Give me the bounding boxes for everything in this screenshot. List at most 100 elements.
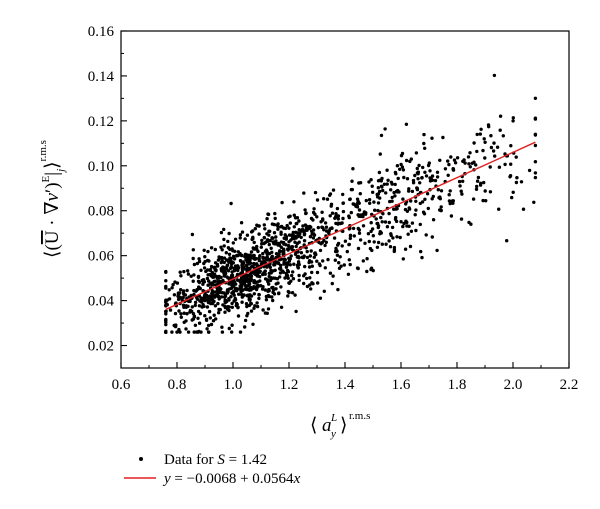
data-point: [221, 278, 225, 283]
data-point: [228, 247, 232, 252]
data-point: [335, 206, 340, 211]
data-point: [288, 263, 292, 267]
data-point: [331, 274, 335, 278]
data-point: [396, 176, 400, 181]
data-point: [294, 244, 298, 249]
data-point: [271, 288, 276, 292]
data-point: [332, 236, 337, 240]
data-point: [190, 232, 195, 237]
data-point: [443, 167, 448, 171]
data-point: [257, 232, 261, 236]
data-point: [223, 310, 227, 314]
data-point: [230, 270, 234, 274]
data-point: [400, 151, 405, 156]
x-axis-label: ⟨ a L y ⟩ r.m.s: [310, 410, 370, 440]
data-point: [467, 162, 471, 166]
data-point: [361, 212, 365, 217]
data-point: [233, 298, 238, 302]
data-point: [426, 206, 430, 211]
data-point: [533, 175, 538, 180]
data-point: [192, 273, 196, 277]
data-point: [276, 281, 280, 285]
data-point: [236, 314, 241, 318]
data-point: [311, 218, 315, 222]
data-point: [275, 242, 279, 246]
data-point: [181, 290, 186, 295]
data-point: [511, 190, 515, 194]
data-point: [252, 280, 256, 284]
x-axis-ticks: 0.6 0.8 1.0 1.2 1.4 1.6 1.8 2.0 2.2: [112, 362, 578, 393]
data-point: [266, 212, 271, 217]
data-point: [211, 290, 215, 294]
data-point: [251, 322, 255, 326]
data-point: [202, 266, 207, 270]
data-point: [308, 235, 313, 239]
data-point: [222, 237, 226, 242]
data-point: [248, 297, 252, 302]
data-point: [192, 262, 197, 267]
data-point: [216, 294, 220, 299]
data-point: [407, 206, 411, 210]
data-point: [272, 292, 277, 296]
data-point: [253, 227, 257, 231]
data-point: [451, 167, 455, 171]
data-point: [321, 217, 325, 221]
data-point: [479, 181, 483, 185]
data-point: [447, 162, 451, 167]
data-point: [425, 192, 430, 196]
data-point: [474, 187, 479, 191]
y-tick-label: 0.12: [88, 114, 114, 130]
data-point: [348, 262, 352, 267]
data-point: [449, 214, 454, 218]
data-point: [482, 180, 486, 185]
data-point: [357, 231, 362, 235]
data-point: [205, 327, 209, 331]
data-point: [272, 222, 276, 227]
data-point: [287, 281, 291, 285]
data-point: [232, 293, 236, 297]
data-point: [179, 315, 183, 319]
data-point: [328, 214, 332, 218]
data-point: [387, 211, 391, 216]
data-point: [282, 242, 286, 246]
data-point: [251, 286, 256, 291]
data-point: [270, 295, 274, 299]
data-point: [248, 260, 252, 264]
data-point: [164, 304, 168, 308]
data-point: [227, 252, 232, 256]
data-point: [428, 169, 432, 173]
data-point: [533, 160, 538, 164]
data-point: [489, 145, 494, 150]
data-point: [308, 283, 312, 287]
data-point: [408, 244, 413, 249]
data-point: [195, 297, 200, 301]
data-point: [358, 192, 362, 196]
data-point: [340, 244, 344, 248]
legend-scatter-marker: [139, 457, 143, 461]
data-point: [342, 263, 346, 267]
x-tick-label: 2.0: [504, 377, 523, 393]
data-point: [230, 305, 234, 309]
data-point: [245, 258, 250, 262]
y-label-E: E: [40, 175, 52, 182]
data-point: [279, 285, 283, 289]
data-point: [315, 198, 320, 202]
data-point: [202, 304, 206, 309]
data-point: [405, 209, 410, 213]
data-point: [414, 228, 418, 233]
data-point: [186, 269, 190, 273]
data-point: [305, 276, 309, 281]
data-point: [296, 260, 301, 264]
data-point: [481, 198, 485, 203]
data-point: [255, 244, 259, 249]
data-point: [382, 182, 387, 186]
data-point: [498, 114, 503, 118]
data-point: [164, 309, 168, 314]
data-point: [377, 170, 382, 175]
data-point: [207, 259, 211, 263]
data-point: [175, 281, 180, 285]
data-point: [268, 229, 272, 233]
data-point: [252, 253, 256, 258]
data-point: [270, 250, 274, 254]
data-point: [447, 199, 452, 203]
